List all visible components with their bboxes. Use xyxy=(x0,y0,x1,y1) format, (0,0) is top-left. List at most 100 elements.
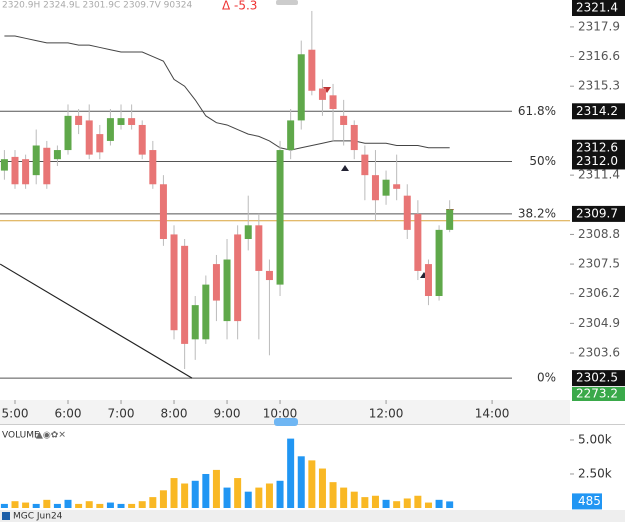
candle-body xyxy=(43,147,51,185)
volume-bar xyxy=(75,503,83,508)
candle-body xyxy=(138,124,146,155)
moving-average xyxy=(4,35,450,151)
volume-bar xyxy=(308,460,316,508)
candle-body xyxy=(75,115,83,125)
volume-bar xyxy=(159,490,167,508)
volume-bar xyxy=(361,497,369,508)
candle-body xyxy=(202,284,210,340)
level-price-label: 2309.7 xyxy=(576,206,618,220)
candle-body xyxy=(0,159,8,171)
candle-body xyxy=(403,195,411,230)
candle-body xyxy=(191,305,199,340)
fib-level-name: 61.8% xyxy=(518,104,556,118)
volume-bar xyxy=(393,501,401,508)
y-tick-label: 2311.4 xyxy=(578,168,620,182)
header-text: 2320.9H 2324.9L 2301.9C 2309.7V 90324 xyxy=(2,1,193,11)
y-tick-label: 2303.6 xyxy=(578,346,620,360)
volume-tick-label: 2.50k xyxy=(578,466,612,480)
volume-icons[interactable]: ▲◉✿✕ xyxy=(36,431,66,441)
volume-bar xyxy=(244,491,252,508)
candle-body xyxy=(424,264,432,297)
volume-bar xyxy=(414,495,422,508)
volume-bar xyxy=(202,473,210,508)
candle-body xyxy=(85,120,93,155)
candle-body xyxy=(64,115,72,151)
candle-body xyxy=(350,124,358,151)
symbol-icon[interactable] xyxy=(2,512,10,520)
volume-tick-label: 5.00k xyxy=(578,432,612,446)
panel-handle[interactable] xyxy=(274,418,298,426)
volume-bar xyxy=(350,491,358,508)
candle-body xyxy=(255,225,263,271)
candle-body xyxy=(297,54,305,121)
volume-bar xyxy=(138,501,146,508)
volume-bar xyxy=(265,483,273,508)
volume-bar xyxy=(424,502,432,508)
volume-bar xyxy=(117,503,125,508)
volume-bar xyxy=(85,501,93,508)
candle-body xyxy=(414,213,422,271)
volume-bar xyxy=(255,487,263,508)
volume-bar xyxy=(446,501,454,508)
volume-bar xyxy=(32,503,40,508)
candle-body xyxy=(159,184,167,239)
candle-body xyxy=(170,234,178,331)
volume-bar xyxy=(191,480,199,508)
top-handle[interactable] xyxy=(276,0,298,5)
volume-bar xyxy=(0,503,8,508)
y-tick-label: 2315.3 xyxy=(578,79,620,93)
ma-price-box xyxy=(572,139,625,156)
volume-bar xyxy=(329,482,337,508)
low-price-label: 2273.2 xyxy=(576,387,618,401)
x-tick-label: 14:00 xyxy=(475,407,510,421)
candle-body xyxy=(117,118,125,125)
x-tick-label: 12:00 xyxy=(369,407,404,421)
level-price-label: 2302.5 xyxy=(576,371,618,385)
footer xyxy=(0,510,625,522)
panel-separator xyxy=(0,424,625,425)
low-price-box xyxy=(572,387,625,401)
x-tick-label: 7:00 xyxy=(108,407,135,421)
candle-body xyxy=(287,120,295,151)
high-price-box xyxy=(572,0,625,16)
volume-bar xyxy=(297,456,305,508)
ma-price-label: 2312.6 xyxy=(576,140,618,154)
candle-body xyxy=(244,225,252,239)
candle-body xyxy=(32,145,40,176)
volume-bar xyxy=(149,497,157,508)
volume-title: VOLUME xyxy=(2,431,40,441)
x-tick-label: 8:00 xyxy=(161,407,188,421)
trend-line xyxy=(0,263,193,379)
change-text: Δ -5.3 xyxy=(222,0,257,13)
level-price-box xyxy=(572,153,625,170)
candle-body xyxy=(53,150,61,160)
candle-body xyxy=(276,150,284,285)
level-price-box xyxy=(572,205,625,222)
candle-body xyxy=(212,264,220,301)
volume-bar xyxy=(170,478,178,508)
candle-body xyxy=(149,150,157,185)
candle-body xyxy=(106,118,114,141)
y-tick-label: 2317.9 xyxy=(578,19,620,33)
volume-bar xyxy=(403,498,411,508)
volume-bar xyxy=(11,501,19,508)
volume-bar xyxy=(43,499,51,508)
volume-bar xyxy=(64,499,72,508)
candle-body xyxy=(265,270,273,281)
volume-bar xyxy=(435,499,443,508)
candle-body xyxy=(446,209,454,230)
level-price-box xyxy=(572,103,625,120)
candle-body xyxy=(361,154,369,176)
volume-bar xyxy=(318,468,326,508)
fib-level-name: 0% xyxy=(537,371,556,385)
volume-last-box xyxy=(572,493,602,510)
volume-bar xyxy=(223,487,231,508)
volume-bar xyxy=(234,478,242,508)
candle-body xyxy=(181,245,189,344)
level-price-box xyxy=(572,370,625,387)
volume-bar xyxy=(181,483,189,508)
candle-body xyxy=(329,95,337,110)
candle-body xyxy=(22,159,30,185)
volume-last-label: 485 xyxy=(578,494,601,508)
